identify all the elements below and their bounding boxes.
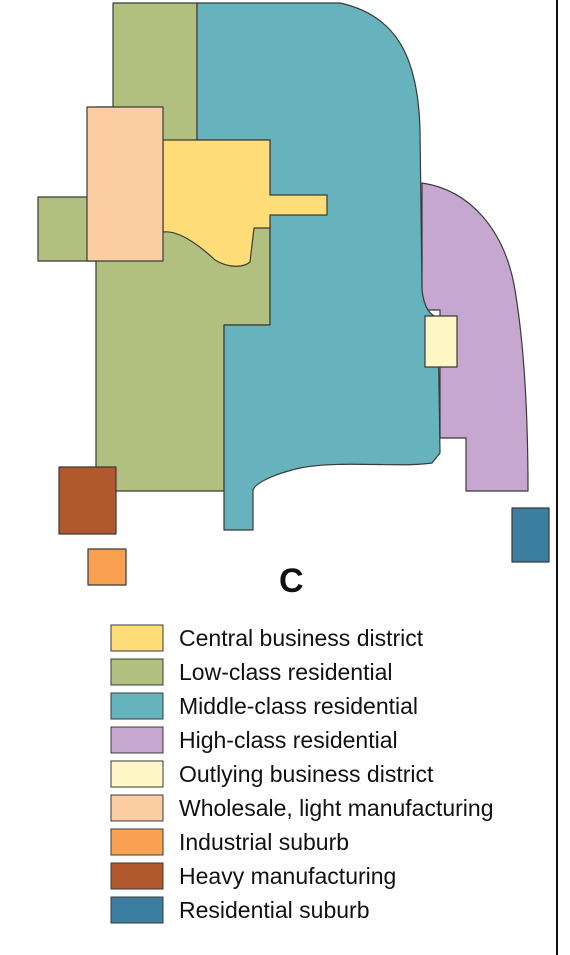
legend-swatch-heavy-manufacturing	[110, 862, 164, 890]
legend-label-low-class-residential: Low-class residential	[179, 659, 392, 685]
legend-label-middle-class-residential: Middle-class residential	[179, 693, 418, 719]
legend-swatch-central-business-district	[110, 624, 164, 652]
zone-central-business-district	[162, 139, 328, 267]
legend-label-high-class-residential: High-class residential	[179, 727, 398, 753]
legend: Central business district Low-class resid…	[110, 624, 494, 924]
legend-swatch-low-class-residential	[110, 658, 164, 686]
legend-label-wholesale-light-manufacturing: Wholesale, light manufacturing	[179, 795, 494, 821]
zone-industrial-suburb	[87, 548, 127, 586]
legend-swatch-high-class-residential	[110, 726, 164, 754]
legend-label-industrial-suburb: Industrial suburb	[179, 829, 349, 855]
legend-label-central-business-district: Central business district	[179, 625, 424, 651]
legend-swatch-middle-class-residential	[110, 692, 164, 720]
legend-swatch-outlying-business-district	[110, 760, 164, 788]
legend-label-heavy-manufacturing: Heavy manufacturing	[179, 863, 396, 889]
zone-residential-suburb	[511, 507, 550, 563]
panel-label: C	[279, 562, 304, 600]
legend-label-outlying-business-district: Outlying business district	[179, 761, 434, 787]
zone-wholesale-light-manufacturing	[86, 106, 164, 262]
zone-outlying-business-district	[424, 315, 458, 368]
legend-label-residential-suburb: Residential suburb	[179, 897, 370, 923]
zone-heavy-manufacturing	[58, 466, 117, 535]
zone-high-class-residential	[421, 182, 529, 492]
legend-swatch-residential-suburb	[110, 896, 164, 924]
legend-swatch-industrial-suburb	[110, 828, 164, 856]
legend-swatch-wholesale-light-manufacturing	[110, 794, 164, 822]
zone-middle-class-residential	[196, 2, 441, 531]
